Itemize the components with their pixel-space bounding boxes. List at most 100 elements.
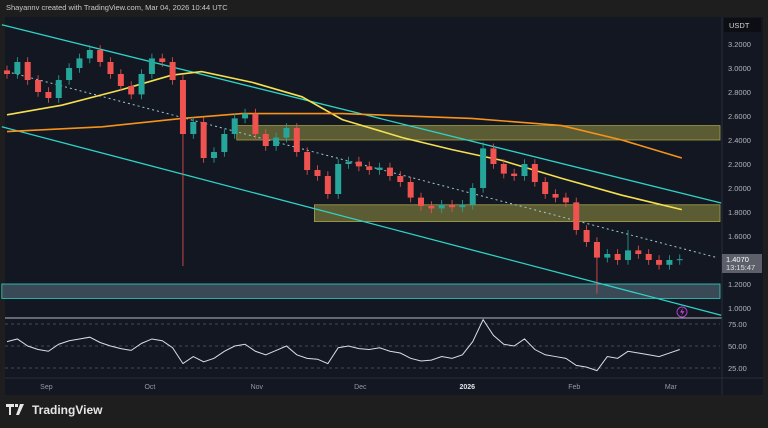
candle[interactable] xyxy=(355,161,362,167)
currency-label-box xyxy=(724,18,761,32)
candle[interactable] xyxy=(179,80,186,134)
lightning-icon[interactable] xyxy=(676,306,688,318)
candle[interactable] xyxy=(128,86,135,95)
candle[interactable] xyxy=(345,161,352,164)
candle[interactable] xyxy=(583,230,590,242)
price-tick-label: 2.2000 xyxy=(728,160,751,169)
candle[interactable] xyxy=(614,254,621,260)
candle[interactable] xyxy=(169,62,176,80)
candle[interactable] xyxy=(55,80,62,98)
candle[interactable] xyxy=(148,58,155,74)
resistance-zone[interactable] xyxy=(236,125,721,141)
time-tick-label: 2026 xyxy=(460,384,476,391)
candle[interactable] xyxy=(573,202,580,230)
candle[interactable] xyxy=(200,122,207,158)
price-tick-label: 2.8000 xyxy=(728,88,751,97)
rsi-tick-label: 25.00 xyxy=(728,364,747,373)
moving-average-slow[interactable] xyxy=(6,112,683,159)
candle[interactable] xyxy=(324,176,331,194)
candle[interactable] xyxy=(76,58,83,68)
channel-lower-line[interactable] xyxy=(1,126,722,316)
candle[interactable] xyxy=(562,197,569,203)
candle[interactable] xyxy=(97,50,104,62)
candle[interactable] xyxy=(531,164,538,182)
candle[interactable] xyxy=(24,62,31,80)
candle[interactable] xyxy=(635,250,642,254)
candle[interactable] xyxy=(252,113,259,134)
price-tick-label: 2.6000 xyxy=(728,112,751,121)
candle[interactable] xyxy=(418,197,424,206)
resistance-zone[interactable] xyxy=(313,204,721,223)
candle[interactable] xyxy=(314,170,321,176)
time-tick-label: Sep xyxy=(40,384,53,391)
last-price-badge xyxy=(722,254,762,273)
candle[interactable] xyxy=(159,58,166,62)
rsi-tick-label: 50.00 xyxy=(728,342,747,351)
candle[interactable] xyxy=(645,254,652,260)
candle[interactable] xyxy=(625,250,631,260)
candle[interactable] xyxy=(500,164,507,174)
candle[interactable] xyxy=(86,50,93,59)
candle[interactable] xyxy=(190,122,197,134)
candle[interactable] xyxy=(231,118,238,134)
candle[interactable] xyxy=(407,182,414,198)
candle[interactable] xyxy=(117,74,124,86)
time-tick-label: Nov xyxy=(251,384,264,391)
candle-countdown: 13:15:47 xyxy=(726,263,755,272)
candle[interactable] xyxy=(293,128,300,152)
channel-middle-line[interactable] xyxy=(6,71,718,259)
candle[interactable] xyxy=(552,194,559,198)
candle[interactable] xyxy=(242,113,249,119)
candle[interactable] xyxy=(542,182,549,194)
candle[interactable] xyxy=(521,164,528,176)
candle[interactable] xyxy=(45,92,52,98)
candle[interactable] xyxy=(438,204,445,209)
tradingview-logo[interactable]: TradingView xyxy=(6,403,102,417)
time-tick-label: Mar xyxy=(665,384,678,391)
rsi-line[interactable] xyxy=(6,318,680,372)
last-price-value: 1.4070 xyxy=(726,255,749,264)
candle[interactable] xyxy=(666,260,673,265)
candle[interactable] xyxy=(273,137,280,146)
candle[interactable] xyxy=(511,173,518,176)
candle[interactable] xyxy=(656,260,663,265)
tradingview-logo-icon xyxy=(6,404,24,415)
price-tick-label: 3.2000 xyxy=(728,40,751,49)
candle[interactable] xyxy=(459,204,466,208)
candle[interactable] xyxy=(35,80,42,92)
time-tick-label: Oct xyxy=(144,384,155,391)
candle[interactable] xyxy=(335,164,342,194)
attribution-text: Shayannv created with TradingView.com, M… xyxy=(6,3,228,12)
candle[interactable] xyxy=(469,188,476,205)
candle[interactable] xyxy=(262,134,269,146)
price-tick-label: 3.0000 xyxy=(728,64,751,73)
candle[interactable] xyxy=(283,128,290,138)
candle[interactable] xyxy=(14,62,21,74)
logo-text: TradingView xyxy=(32,403,103,417)
price-tick-label: 1.2000 xyxy=(728,280,751,289)
candle[interactable] xyxy=(211,152,217,158)
candle[interactable] xyxy=(449,204,456,208)
candle[interactable] xyxy=(221,134,228,152)
candle[interactable] xyxy=(428,206,435,209)
currency-label: USDT xyxy=(729,21,750,30)
candle[interactable] xyxy=(593,242,600,258)
candle[interactable] xyxy=(4,70,10,74)
candle[interactable] xyxy=(397,176,404,182)
candle[interactable] xyxy=(376,167,383,170)
candle[interactable] xyxy=(490,148,497,164)
candle[interactable] xyxy=(138,74,145,95)
candle[interactable] xyxy=(386,167,393,176)
candle[interactable] xyxy=(480,148,487,188)
support-zone[interactable] xyxy=(1,283,721,299)
candle[interactable] xyxy=(66,68,73,80)
time-tick-label: Dec xyxy=(354,384,367,391)
candle[interactable] xyxy=(676,259,683,261)
price-tick-label: 1.8000 xyxy=(728,208,751,217)
candle[interactable] xyxy=(304,152,311,170)
candle[interactable] xyxy=(366,166,373,170)
rsi-tick-label: 75.00 xyxy=(728,320,747,329)
candle[interactable] xyxy=(107,62,114,74)
candle[interactable] xyxy=(604,254,611,258)
